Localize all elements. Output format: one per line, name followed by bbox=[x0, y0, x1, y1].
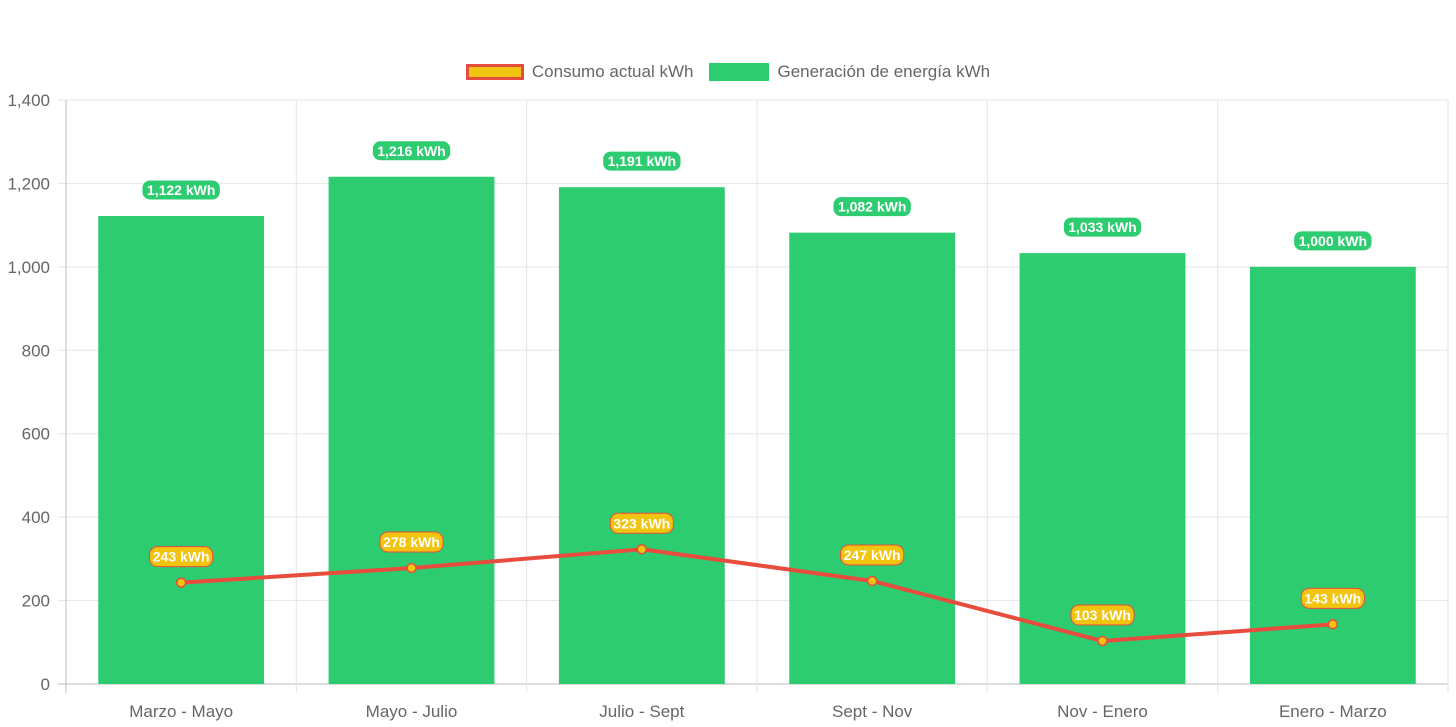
line-data-label-bg bbox=[609, 512, 674, 534]
bar-data-label: 1,216 kWh bbox=[377, 143, 445, 159]
y-tick-label: 200 bbox=[22, 592, 50, 611]
bar-data-label: 1,000 kWh bbox=[1299, 233, 1367, 249]
legend-swatch-consumo bbox=[465, 64, 524, 80]
y-tick-label: 1,400 bbox=[7, 91, 50, 110]
line-point bbox=[175, 577, 187, 588]
bar bbox=[328, 176, 495, 685]
line-data-label-bg bbox=[840, 544, 905, 566]
line-data-label: 103 kWh bbox=[1074, 607, 1131, 623]
bar-data-label: 1,082 kWh bbox=[838, 199, 906, 215]
line-point bbox=[1097, 635, 1108, 647]
line-data-label-bg bbox=[379, 531, 444, 553]
legend-label-generacion: Generación de energía kWh bbox=[777, 62, 991, 81]
bar bbox=[789, 232, 956, 684]
legend-swatch-generacion bbox=[709, 63, 770, 81]
line-data-label: 247 kWh bbox=[844, 547, 901, 563]
bar-data-label: 1,122 kWh bbox=[147, 182, 215, 198]
y-tick-label: 800 bbox=[22, 341, 50, 360]
consumo-line bbox=[181, 547, 1333, 644]
x-tick-label: Enero - Marzo bbox=[1279, 702, 1387, 721]
y-tick-label: 400 bbox=[22, 508, 50, 527]
x-tick-label: Mayo - Julio bbox=[366, 702, 458, 721]
line-data-label: 143 kWh bbox=[1304, 590, 1361, 606]
line-data-label-bg bbox=[1300, 587, 1365, 609]
x-tick-label: Julio - Sept bbox=[599, 702, 684, 721]
line-data-label-bg bbox=[149, 546, 214, 568]
y-tick-label: 600 bbox=[22, 425, 50, 444]
bar bbox=[558, 187, 725, 684]
line-point bbox=[406, 562, 417, 574]
legend: Consumo actual kWh Generación de energía… bbox=[0, 62, 1456, 82]
line-data-label: 243 kWh bbox=[153, 549, 210, 565]
bar-data-label-bg bbox=[832, 196, 912, 218]
x-tick-label: Nov - Enero bbox=[1057, 702, 1148, 721]
bar-data-label-bg bbox=[1293, 230, 1373, 252]
x-tick-label: Sept - Nov bbox=[832, 702, 913, 721]
bar-data-label-bg bbox=[371, 140, 452, 162]
y-tick-label: 0 bbox=[41, 675, 50, 694]
bar bbox=[1249, 266, 1416, 684]
y-tick-label: 1,000 bbox=[7, 258, 50, 277]
line-data-label: 323 kWh bbox=[613, 515, 670, 531]
bar-data-label: 1,033 kWh bbox=[1068, 219, 1136, 235]
bar-data-label-bg bbox=[141, 179, 221, 201]
bar-data-label-bg bbox=[602, 150, 682, 172]
legend-item-generacion[interactable]: Generación de energía kWh bbox=[709, 62, 990, 82]
line-point bbox=[1327, 619, 1339, 630]
y-tick-label: 1,200 bbox=[7, 174, 50, 193]
x-tick-label: Marzo - Mayo bbox=[129, 702, 233, 721]
line-data-label-bg bbox=[1070, 604, 1135, 626]
bar-data-label-bg bbox=[1062, 216, 1143, 238]
bar-data-label: 1,191 kWh bbox=[608, 153, 676, 169]
legend-item-consumo[interactable]: Consumo actual kWh bbox=[465, 62, 694, 82]
line-data-label: 278 kWh bbox=[383, 534, 440, 550]
legend-label-consumo: Consumo actual kWh bbox=[531, 62, 694, 81]
line-point bbox=[636, 544, 648, 555]
line-point bbox=[866, 575, 878, 587]
bar bbox=[98, 215, 265, 685]
